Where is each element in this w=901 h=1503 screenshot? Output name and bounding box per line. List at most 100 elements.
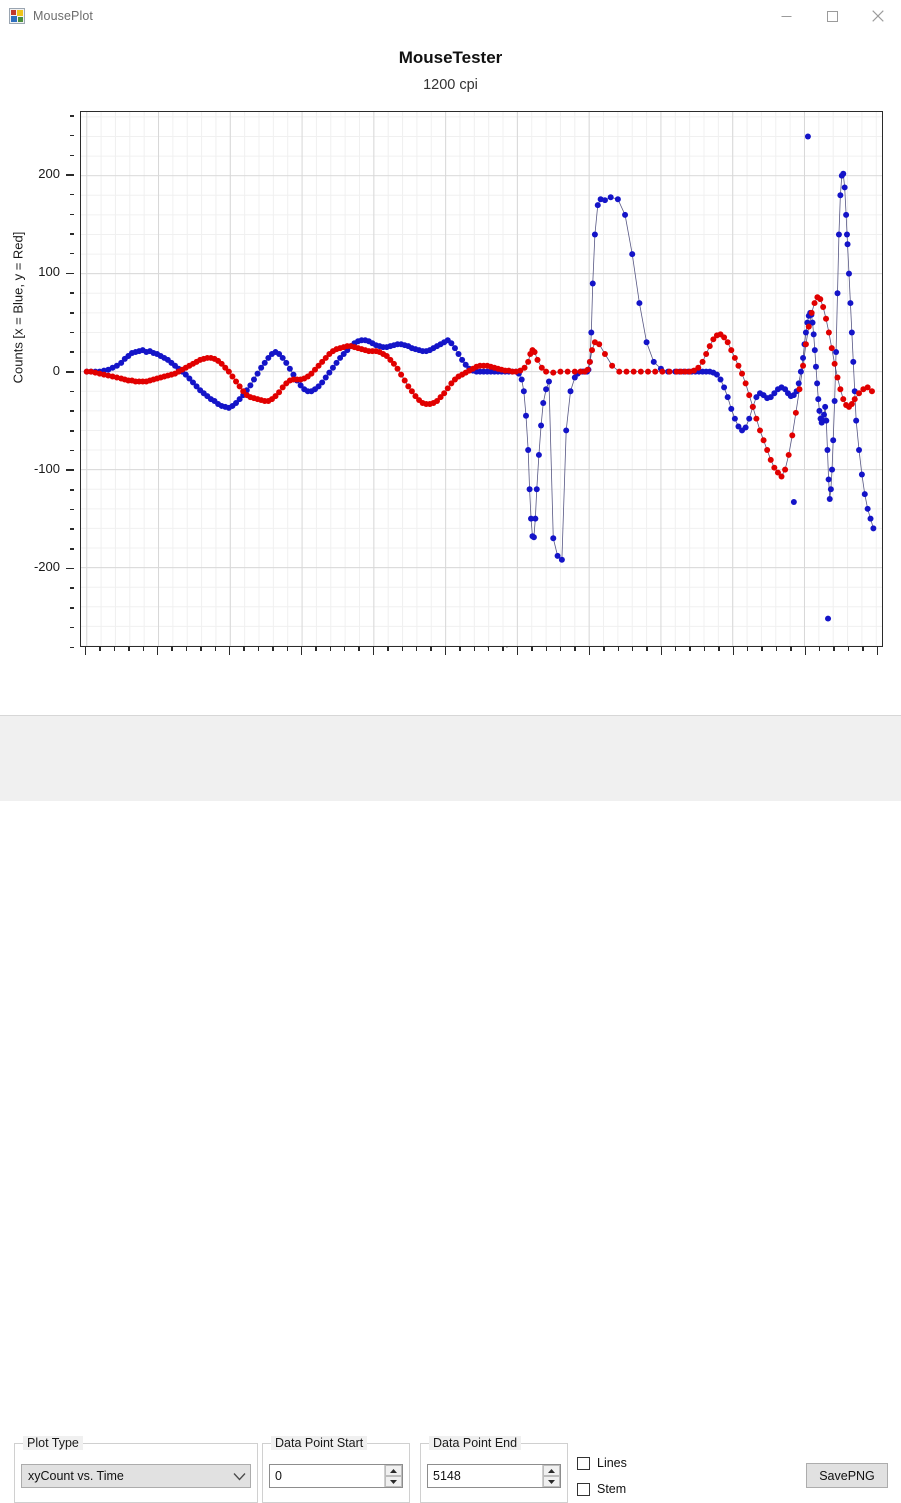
x-tickmark xyxy=(300,647,303,655)
chart-panel: MouseTester 1200 cpi Counts [x = Blue, y… xyxy=(0,32,901,715)
y-tickmark xyxy=(70,115,74,117)
y-tickmark xyxy=(70,351,74,353)
y-tickmark xyxy=(70,213,74,216)
stem-checkbox[interactable]: Stem xyxy=(577,1482,626,1496)
window-titlebar: MousePlot xyxy=(0,0,901,32)
y-axis-ticks: 200 100 0 -100 -200 xyxy=(22,32,74,648)
plot-type-group-label: Plot Type xyxy=(23,1436,83,1450)
x-tickmark xyxy=(157,647,159,655)
x-tickmark xyxy=(243,647,245,651)
data-series-layer xyxy=(83,133,877,622)
y-tickmark xyxy=(66,272,74,275)
x-tickmark xyxy=(646,647,648,651)
data-point-start-stepper[interactable]: 0 xyxy=(269,1464,403,1488)
x-tickmark xyxy=(214,647,216,651)
stem-checkbox-box[interactable] xyxy=(577,1482,590,1496)
x-tickmark xyxy=(502,647,504,651)
y-tickmark xyxy=(70,292,74,294)
x-tickmark xyxy=(876,647,878,655)
x-tickmark xyxy=(387,647,389,651)
y-tickmark xyxy=(70,508,74,511)
y-tick-label: -100 xyxy=(33,460,60,476)
triangle-up-icon[interactable] xyxy=(385,1465,402,1476)
data-point-start-input[interactable]: 0 xyxy=(275,1469,282,1483)
y-tick-label: -200 xyxy=(33,559,60,575)
x-tickmark xyxy=(804,647,806,655)
x-tickmark xyxy=(588,647,591,655)
y-tickmark xyxy=(70,626,74,629)
y-tickmark xyxy=(66,174,74,176)
control-panel: Plot Type xyCount vs. Time Data Point St… xyxy=(0,715,901,1503)
x-tickmark xyxy=(228,647,231,655)
y-tickmark xyxy=(66,469,74,471)
x-tickmark xyxy=(430,647,432,651)
y-tickmark xyxy=(70,587,74,589)
x-tickmark xyxy=(862,647,864,651)
triangle-up-icon[interactable] xyxy=(543,1465,560,1476)
x-tickmark xyxy=(200,647,202,651)
x-tickmark xyxy=(444,647,447,655)
maximize-button[interactable] xyxy=(809,0,855,32)
minor-gridlines xyxy=(81,112,882,646)
x-tickmark xyxy=(473,647,475,651)
x-tickmark xyxy=(171,647,173,651)
x-tickmark xyxy=(401,647,404,651)
x-tickmark xyxy=(272,647,274,651)
close-button[interactable] xyxy=(855,0,901,32)
x-tickmark xyxy=(185,647,188,651)
y-tickmark xyxy=(70,135,74,137)
y-tickmark xyxy=(70,390,74,393)
x-tickmark xyxy=(833,647,835,651)
close-icon xyxy=(872,10,884,22)
minimize-button[interactable] xyxy=(763,0,809,32)
y-tickmark xyxy=(70,449,74,452)
x-tickmark xyxy=(372,647,375,655)
maximize-icon xyxy=(826,10,838,22)
x-tickmark xyxy=(775,647,778,651)
y-tickmark xyxy=(70,528,74,530)
y-tickmark xyxy=(70,154,74,157)
x-tickmark xyxy=(99,647,101,651)
y-tickmark xyxy=(70,312,74,314)
chart-subtitle: 1200 cpi xyxy=(423,77,478,93)
x-tickmark xyxy=(459,647,461,651)
y-tickmark xyxy=(66,371,74,373)
data-point-start-spin-buttons[interactable] xyxy=(384,1465,402,1487)
x-tickmark xyxy=(257,647,260,651)
x-tickmark xyxy=(818,647,821,651)
x-tickmark xyxy=(113,647,116,651)
x-tickmark xyxy=(703,647,706,651)
x-tickmark xyxy=(617,647,619,651)
x-tickmark xyxy=(531,647,533,651)
data-point-end-spin-buttons[interactable] xyxy=(542,1465,560,1487)
x-tickmark xyxy=(142,647,144,651)
data-point-end-stepper[interactable]: 5148 xyxy=(427,1464,561,1488)
y-tick-label: 100 xyxy=(38,264,60,280)
x-tickmark xyxy=(516,647,519,655)
y-tickmark xyxy=(70,331,74,334)
minimize-icon xyxy=(781,15,791,17)
plot-type-select[interactable]: xyCount vs. Time xyxy=(21,1464,251,1488)
x-tickmark xyxy=(574,647,576,651)
lines-checkbox-box[interactable] xyxy=(577,1456,590,1470)
lines-checkbox-label: Lines xyxy=(597,1456,627,1470)
x-tickmark xyxy=(286,647,288,651)
x-tickmark xyxy=(689,647,691,651)
lines-checkbox[interactable]: Lines xyxy=(577,1456,627,1470)
x-tickmark xyxy=(718,647,720,651)
stem-checkbox-label: Stem xyxy=(597,1482,627,1496)
y-tickmark xyxy=(70,489,74,491)
save-png-button[interactable]: SavePNG xyxy=(806,1463,888,1488)
triangle-down-icon[interactable] xyxy=(385,1476,402,1487)
triangle-down-icon[interactable] xyxy=(543,1476,560,1487)
x-tickmark xyxy=(603,647,605,651)
x-tickmark xyxy=(790,647,792,651)
data-point-end-input[interactable]: 5148 xyxy=(433,1469,461,1483)
window-title: MousePlot xyxy=(33,9,93,23)
x-tickmark xyxy=(416,647,418,651)
plot-area[interactable] xyxy=(80,111,883,647)
x-tickmark xyxy=(761,647,763,651)
x-tickmark xyxy=(358,647,360,651)
y-tickmark xyxy=(70,253,74,255)
y-tick-label: 0 xyxy=(52,362,60,378)
